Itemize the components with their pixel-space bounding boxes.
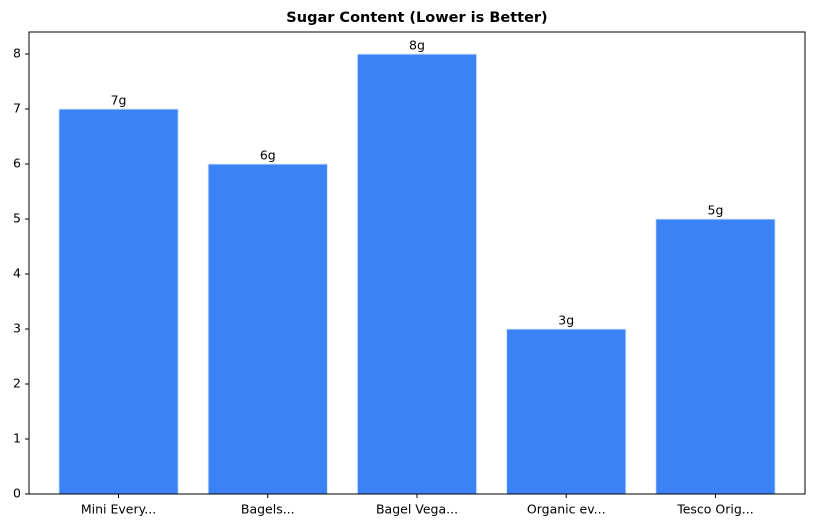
y-tick-label: 8: [13, 46, 21, 61]
y-tick-label: 0: [13, 486, 21, 501]
bar: [356, 53, 478, 495]
y-tick-label: 1: [13, 431, 21, 446]
bar: [655, 218, 776, 495]
plot-frame: [28, 31, 806, 495]
x-tick-label: Bagels...: [241, 502, 295, 517]
y-tick-label: 5: [13, 211, 21, 226]
value-label: 3g: [558, 313, 574, 328]
bar: [506, 328, 627, 495]
chart-title: Sugar Content (Lower is Better): [286, 10, 547, 26]
y-tick-label: 2: [13, 376, 21, 391]
value-label: 8g: [409, 38, 425, 53]
x-tick-label: Mini Every...: [81, 502, 156, 517]
y-tick-label: 3: [13, 321, 21, 336]
y-tick-label: 7: [13, 101, 21, 116]
value-label: 6g: [260, 148, 276, 163]
value-label: 5g: [708, 203, 724, 218]
x-tick-label: Organic ev...: [527, 502, 606, 517]
x-tick-label: Tesco Orig...: [676, 502, 754, 517]
y-tick-label: 6: [13, 156, 21, 171]
y-tick-label: 4: [13, 266, 21, 281]
bar: [207, 163, 328, 495]
bar: [58, 108, 179, 495]
x-tick-label: Bagel Vega...: [376, 502, 458, 517]
value-label: 7g: [111, 93, 127, 108]
